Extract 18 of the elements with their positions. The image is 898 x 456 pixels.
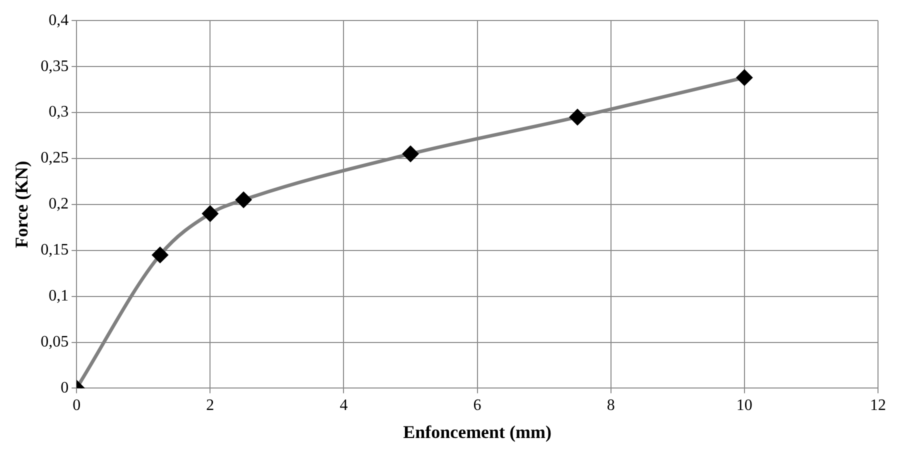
y-tick-label: 0,35: [40, 58, 69, 75]
x-tick-label: 10: [736, 397, 752, 414]
x-tick-label: 8: [606, 397, 615, 414]
y-tick-label: 0,15: [40, 242, 69, 259]
x-tick-label: 6: [473, 397, 482, 414]
y-tick-label: 0,3: [48, 104, 69, 121]
y-tick-label: 0,05: [40, 333, 69, 350]
x-tick-label: 2: [206, 397, 214, 414]
x-tick-label: 4: [340, 397, 348, 414]
x-tick-label: 12: [870, 397, 886, 414]
y-tick-label: 0,25: [40, 150, 69, 167]
x-axis-title: Enfoncement (mm): [403, 422, 552, 442]
y-axis-title: Force (KN): [11, 160, 32, 248]
y-tick-label: 0: [60, 379, 69, 396]
y-tick-label: 0,1: [48, 288, 69, 305]
y-tick-label: 0,2: [48, 196, 69, 213]
y-tick-label: 0,4: [48, 12, 69, 29]
x-tick-label: 0: [72, 397, 81, 414]
